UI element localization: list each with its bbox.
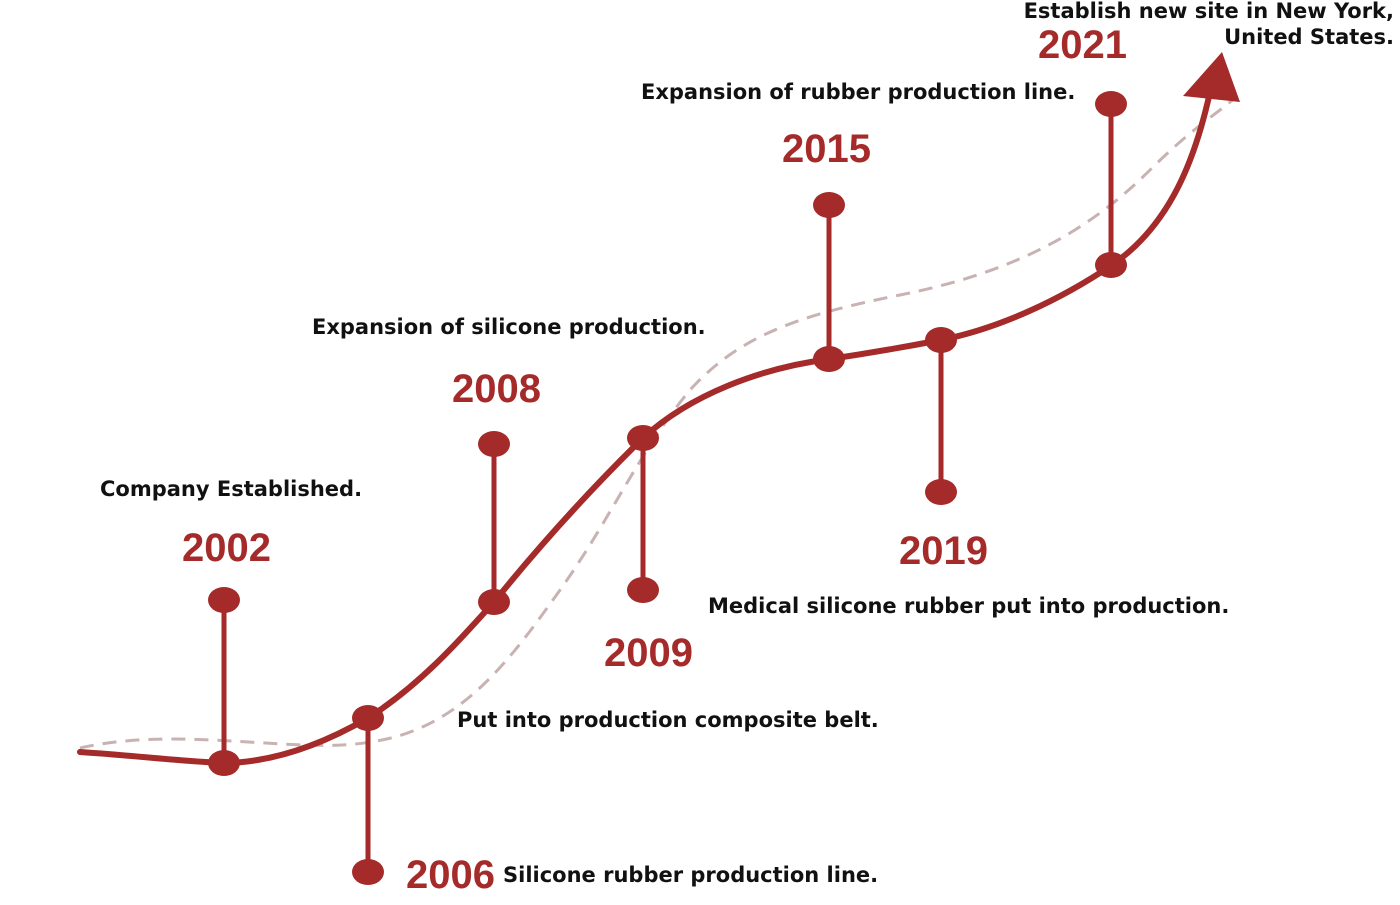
- node-2006-end: [352, 859, 384, 885]
- node-2009-curve: [627, 425, 659, 451]
- node-2021-end: [1095, 91, 1127, 117]
- milestone-year-2021: 2021: [1038, 23, 1127, 67]
- milestone-year-2015: 2015: [782, 127, 871, 171]
- milestone-year-2002: 2002: [182, 526, 271, 570]
- node-2008-end: [478, 431, 510, 457]
- milestone-text-2008: Expansion of silicone production.: [312, 315, 706, 339]
- node-2015-curve: [813, 346, 845, 372]
- milestone-year-2009: 2009: [604, 631, 693, 675]
- node-2015-end: [813, 192, 845, 218]
- milestone-text-2021-line1: Establish new site in New York,: [1023, 0, 1394, 23]
- milestone-text-2019: Medical silicone rubber put into product…: [708, 594, 1230, 618]
- milestone-year-2019: 2019: [899, 529, 988, 573]
- milestone-year-2006: 2006: [406, 853, 495, 897]
- node-2006-curve: [352, 705, 384, 731]
- node-2002-curve: [208, 750, 240, 776]
- node-2019-curve: [925, 327, 957, 353]
- node-2002-end: [208, 587, 240, 613]
- arrowhead-icon: [1183, 52, 1240, 102]
- node-2009-end: [627, 577, 659, 603]
- milestone-text-2009: Put into production composite belt.: [457, 708, 879, 732]
- node-2019-end: [925, 479, 957, 505]
- milestone-text-2021-line2: United States.: [1224, 25, 1394, 50]
- milestone-year-2008: 2008: [452, 367, 541, 411]
- milestone-text-2006: Silicone rubber production line.: [503, 863, 879, 887]
- node-2008-curve: [478, 589, 510, 615]
- node-2021-curve: [1095, 252, 1127, 278]
- milestone-text-2002: Company Established.: [100, 477, 363, 501]
- milestone-nodes: [208, 91, 1127, 885]
- milestone-text-2021: Establish new site in New York, United S…: [1024, 0, 1394, 51]
- milestone-text-2015: Expansion of rubber production line.: [641, 80, 1076, 104]
- milestone-stems: [221, 104, 1114, 872]
